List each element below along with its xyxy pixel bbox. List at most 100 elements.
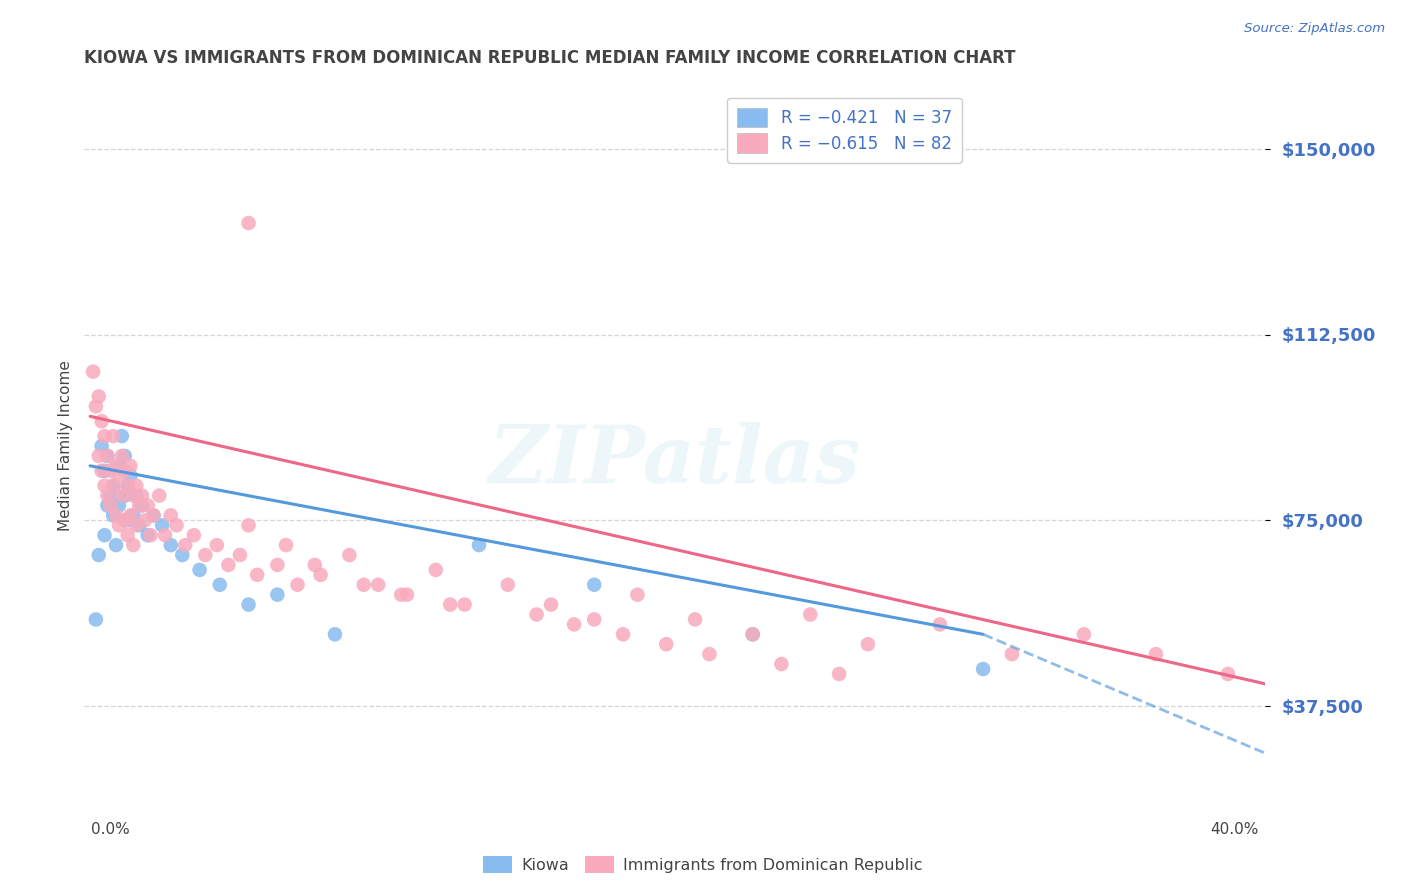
Point bbox=[1001, 647, 1024, 661]
Point bbox=[238, 216, 260, 230]
Point bbox=[87, 389, 110, 403]
Point bbox=[120, 508, 142, 523]
Point bbox=[188, 563, 211, 577]
Point bbox=[131, 499, 153, 513]
Point bbox=[699, 647, 721, 661]
Point bbox=[114, 464, 136, 478]
Point bbox=[439, 598, 461, 612]
Point bbox=[972, 662, 994, 676]
Text: 0.0%: 0.0% bbox=[91, 822, 131, 837]
Point bbox=[111, 429, 134, 443]
Point bbox=[93, 464, 115, 478]
Point bbox=[425, 563, 447, 577]
Legend: Kiowa, Immigrants from Dominican Republic: Kiowa, Immigrants from Dominican Republi… bbox=[477, 849, 929, 880]
Legend: R = −0.421   N = 37, R = −0.615   N = 82: R = −0.421 N = 37, R = −0.615 N = 82 bbox=[727, 97, 962, 162]
Point bbox=[174, 538, 197, 552]
Point bbox=[304, 558, 326, 572]
Point bbox=[120, 468, 142, 483]
Point bbox=[96, 449, 118, 463]
Point bbox=[172, 548, 194, 562]
Point bbox=[274, 538, 297, 552]
Point bbox=[309, 567, 332, 582]
Point bbox=[108, 518, 131, 533]
Point bbox=[87, 449, 110, 463]
Point bbox=[96, 489, 118, 503]
Text: KIOWA VS IMMIGRANTS FROM DOMINICAN REPUBLIC MEDIAN FAMILY INCOME CORRELATION CHA: KIOWA VS IMMIGRANTS FROM DOMINICAN REPUB… bbox=[84, 49, 1017, 67]
Point bbox=[128, 518, 150, 533]
Point bbox=[90, 439, 112, 453]
Point bbox=[87, 548, 110, 562]
Point bbox=[741, 627, 763, 641]
Point bbox=[389, 588, 412, 602]
Point bbox=[98, 499, 121, 513]
Point bbox=[114, 489, 136, 503]
Text: 40.0%: 40.0% bbox=[1211, 822, 1258, 837]
Point bbox=[90, 464, 112, 478]
Point bbox=[194, 548, 217, 562]
Point bbox=[101, 508, 124, 523]
Point bbox=[122, 508, 145, 523]
Point bbox=[1144, 647, 1167, 661]
Point bbox=[142, 508, 165, 523]
Point bbox=[108, 499, 131, 513]
Point bbox=[105, 458, 128, 473]
Point bbox=[114, 513, 136, 527]
Point bbox=[496, 578, 519, 592]
Point bbox=[122, 489, 145, 503]
Point bbox=[655, 637, 678, 651]
Point bbox=[799, 607, 821, 622]
Point bbox=[120, 458, 142, 473]
Point bbox=[238, 518, 260, 533]
Point bbox=[246, 567, 269, 582]
Point bbox=[122, 538, 145, 552]
Point bbox=[139, 528, 162, 542]
Point bbox=[183, 528, 205, 542]
Point bbox=[583, 578, 606, 592]
Point bbox=[117, 478, 139, 492]
Point bbox=[128, 499, 150, 513]
Point bbox=[612, 627, 634, 641]
Point bbox=[159, 508, 181, 523]
Point bbox=[111, 449, 134, 463]
Point bbox=[93, 429, 115, 443]
Point bbox=[131, 489, 153, 503]
Point bbox=[84, 400, 107, 414]
Point bbox=[208, 578, 231, 592]
Point bbox=[82, 365, 104, 379]
Point bbox=[337, 548, 360, 562]
Point bbox=[540, 598, 562, 612]
Point bbox=[125, 478, 148, 492]
Point bbox=[134, 513, 156, 527]
Point bbox=[111, 489, 134, 503]
Point bbox=[323, 627, 346, 641]
Point bbox=[96, 449, 118, 463]
Point bbox=[1073, 627, 1095, 641]
Point bbox=[562, 617, 585, 632]
Point bbox=[166, 518, 188, 533]
Point bbox=[770, 657, 793, 671]
Point bbox=[84, 612, 107, 626]
Point bbox=[117, 478, 139, 492]
Point bbox=[287, 578, 309, 592]
Point bbox=[93, 528, 115, 542]
Point bbox=[1216, 667, 1239, 681]
Point bbox=[105, 508, 128, 523]
Point bbox=[395, 588, 418, 602]
Point bbox=[150, 518, 173, 533]
Point bbox=[101, 429, 124, 443]
Point bbox=[367, 578, 389, 592]
Point bbox=[266, 558, 288, 572]
Point bbox=[266, 588, 288, 602]
Point bbox=[117, 513, 139, 527]
Point bbox=[526, 607, 548, 622]
Point bbox=[114, 449, 136, 463]
Point bbox=[583, 612, 606, 626]
Point bbox=[136, 528, 159, 542]
Point bbox=[136, 499, 159, 513]
Point bbox=[93, 478, 115, 492]
Point bbox=[153, 528, 176, 542]
Point bbox=[353, 578, 375, 592]
Point bbox=[98, 464, 121, 478]
Point bbox=[90, 414, 112, 428]
Point bbox=[683, 612, 706, 626]
